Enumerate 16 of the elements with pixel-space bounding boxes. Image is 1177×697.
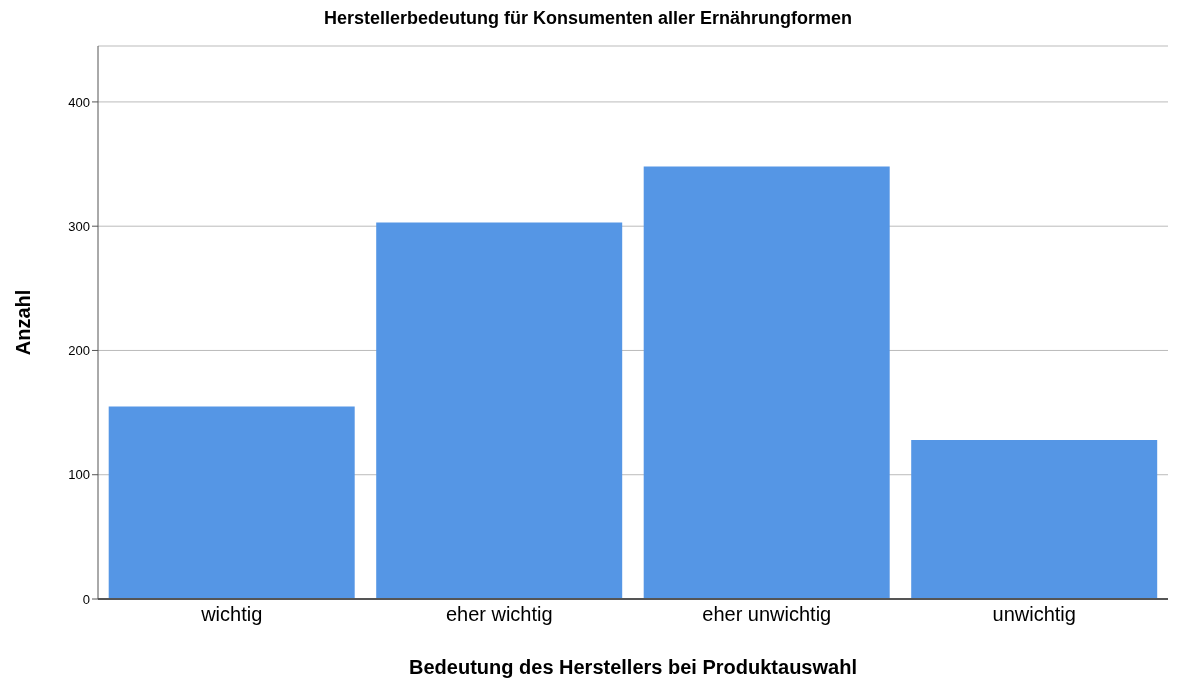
y-axis-title: Anzahl bbox=[12, 289, 35, 356]
bar bbox=[376, 222, 623, 599]
y-tick-label: 200 bbox=[68, 343, 90, 359]
y-tick-label: 300 bbox=[68, 218, 90, 234]
x-tick-label: wichtig bbox=[200, 603, 263, 626]
bar bbox=[643, 166, 890, 599]
bar bbox=[911, 439, 1158, 599]
y-tick-label: 0 bbox=[82, 591, 90, 607]
chart-title: Herstellerbedeutung für Konsumenten aller Ernährungformen bbox=[322, 8, 854, 30]
bar bbox=[108, 406, 355, 599]
x-tick-label: unwichtig bbox=[992, 603, 1076, 626]
x-tick-label: eher unwichtig bbox=[702, 603, 832, 626]
x-tick-label: eher wichtig bbox=[445, 603, 553, 626]
y-tick-label: 100 bbox=[68, 467, 90, 483]
x-axis-title: Bedeutung des Herstellers bei Produktauswahl bbox=[409, 656, 857, 678]
y-tick-label: 400 bbox=[68, 94, 90, 110]
